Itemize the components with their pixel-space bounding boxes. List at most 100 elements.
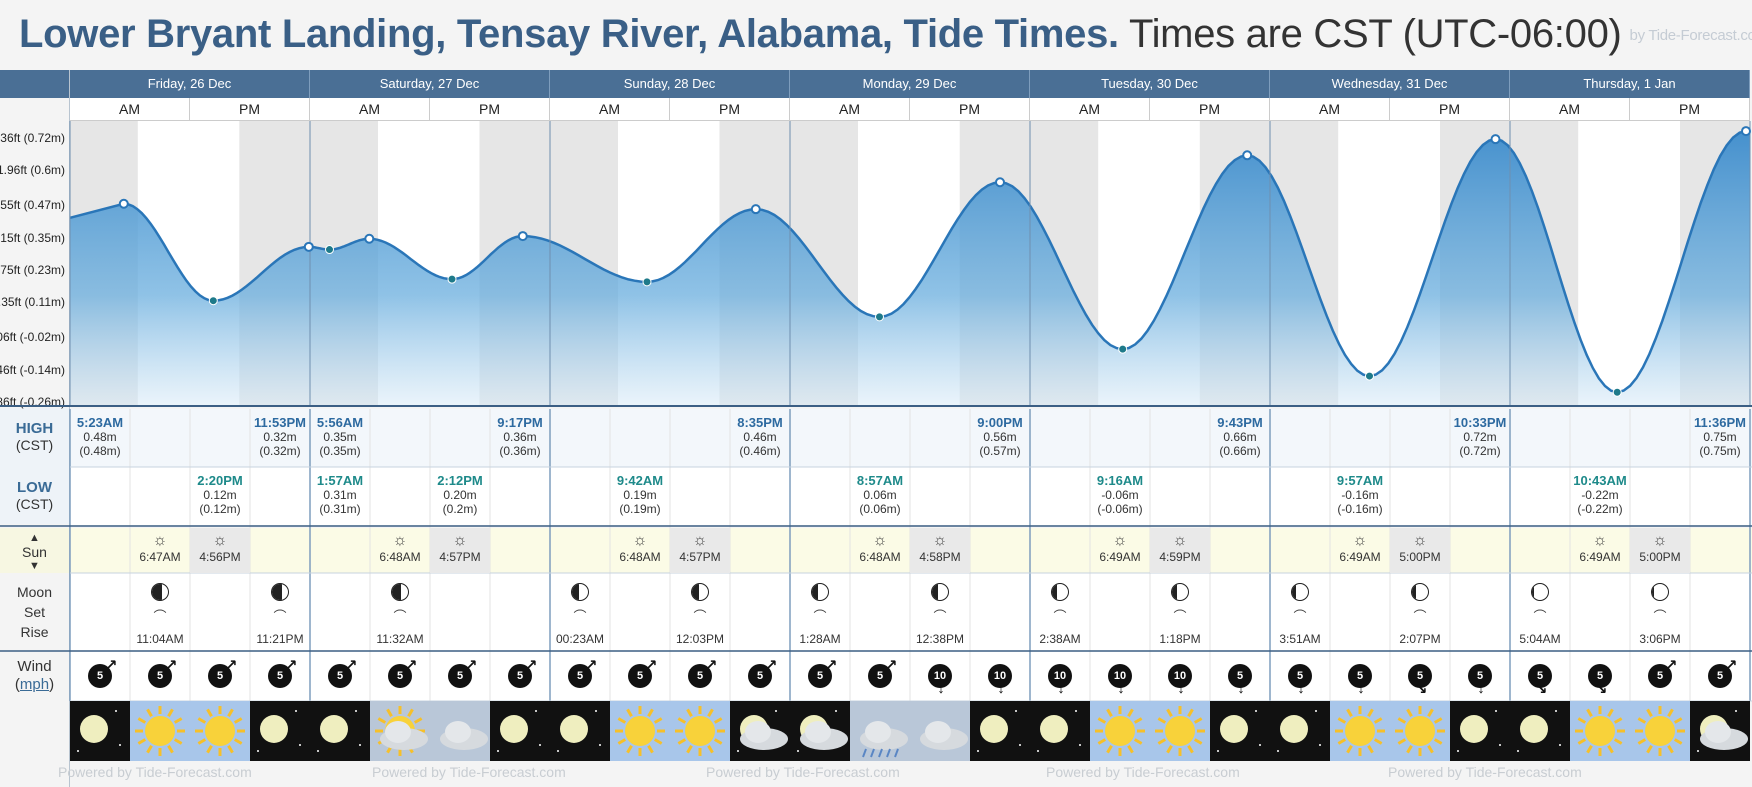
footer-credit-text: Powered by Tide-Forecast.com: [372, 764, 566, 780]
wind-direction-arrow-icon: ↗: [104, 657, 118, 674]
weather-graphic: [1155, 706, 1205, 756]
pm-label-text: PM: [1199, 101, 1220, 117]
high-tide-cell: 8:35PM 0.46m (0.46m): [730, 415, 790, 459]
moon-shade: [1172, 584, 1177, 600]
weather-graphic: [195, 706, 245, 756]
sunset-cell: ☼ 5:00PM: [1390, 532, 1450, 564]
wind-speed-icon: 10: [1168, 664, 1192, 688]
am-label-text: AM: [119, 101, 140, 117]
pm-label-text: PM: [479, 101, 500, 117]
weather-cloud-icon: [910, 701, 970, 761]
high-tide-time: 9:43PM: [1217, 415, 1263, 430]
wind-direction-arrow-icon: ↗: [164, 657, 178, 674]
wind-direction-arrow-icon: ↘: [1594, 681, 1608, 698]
high-tide-time: 9:00PM: [977, 415, 1023, 430]
wind-direction-arrow-icon: ↘: [1414, 681, 1428, 698]
low-tide-height: -0.06m: [1101, 488, 1139, 502]
y-tick-label: 0.75ft (0.23m): [0, 263, 65, 278]
high-tide-time: 5:23AM: [76, 415, 124, 430]
moon-phase-icon: [1651, 583, 1669, 601]
sunrise-icon: ☼: [872, 532, 888, 549]
high-tide-height: 0.75m: [1703, 430, 1737, 444]
moonrise-icon: ⌒: [1413, 609, 1427, 624]
weather-graphic: [797, 710, 848, 752]
low-tide-point: [447, 274, 457, 284]
weather-graphic: [1635, 706, 1685, 756]
weather-graphic: [1277, 710, 1321, 752]
wind-direction-arrow-icon: ↗: [584, 657, 598, 674]
weather-moon-icon: [970, 701, 1030, 761]
sunset-time: 4:56PM: [199, 550, 241, 564]
pm-label-text: PM: [239, 101, 260, 117]
weather-graphic: [1575, 706, 1625, 756]
wind-direction-arrow-icon: ↗: [284, 657, 298, 674]
y-tick-label: 2.36ft (0.72m): [0, 131, 65, 146]
sunset-cell-bg: [1150, 528, 1210, 573]
wind-direction-arrow-icon: ↓: [1477, 680, 1485, 697]
wind-direction-arrow-icon: ↗: [824, 657, 838, 674]
wind-row-label: Wind (mph): [14, 658, 55, 693]
high-tide-time: 8:35PM: [737, 415, 783, 430]
footer-credit-text: Powered by Tide-Forecast.com: [1046, 764, 1240, 780]
weather-moon-icon: [550, 701, 610, 761]
wind-unit-link[interactable]: mph: [19, 676, 50, 693]
moon-shade: [1412, 584, 1416, 600]
footer-credit: Powered by Tide-Forecast.com: [706, 764, 900, 780]
high-tide-height: 0.72m: [1463, 430, 1497, 444]
wind-speed-icon: 10: [1108, 664, 1132, 688]
moon-row-label: Moon Set Rise: [0, 582, 69, 642]
day-header: Saturday, 27 Dec: [310, 70, 550, 98]
sunset-time: 5:00PM: [1399, 550, 1441, 564]
sunset-time: 4:57PM: [439, 550, 481, 564]
high-tide-cell: 9:00PM 0.56m (0.57m): [970, 415, 1030, 459]
low-tide-cell: 9:16AM -0.06m (-0.06m): [1090, 474, 1150, 517]
am-label: AM: [1510, 98, 1630, 121]
high-tide-cell: 10:33PM 0.72m (0.72m): [1450, 416, 1510, 459]
high-tide-cell: 9:43PM 0.66m (0.66m): [1210, 415, 1270, 459]
low-row-label: LOW (CST): [0, 479, 69, 512]
sunset-time: 4:59PM: [1159, 550, 1201, 564]
moonrise-time: 2:07PM: [1399, 632, 1441, 646]
weather-moon-icon: [70, 701, 130, 761]
low-tide-cell: 2:12PM 0.20m (0.2m): [430, 474, 490, 517]
weather-moon-icon: [1270, 701, 1330, 761]
sunrise-cell: ☼ 6:49AM: [1330, 532, 1390, 564]
wind-direction-arrow-icon: ↗: [464, 657, 478, 674]
low-tide-height: -0.16m: [1341, 488, 1379, 502]
wind-direction-arrow-icon: ↓: [1117, 680, 1125, 697]
wind-speed-icon: 5: [628, 664, 652, 688]
wind-direction-arrow-icon: ↓: [1057, 680, 1065, 697]
am-label-text: AM: [839, 101, 860, 117]
wind-speed-icon: 5: [868, 664, 892, 688]
high-tide-point: [995, 177, 1005, 188]
wind-direction-arrow-icon: ↘: [1534, 681, 1548, 698]
moon-shade: [1052, 584, 1057, 600]
weather-graphic: [440, 721, 488, 750]
weather-graphic: [77, 710, 121, 752]
pm-label: PM: [670, 98, 790, 121]
high-tide-cell: 11:53PM 0.32m (0.32m): [250, 416, 310, 459]
moon-shade: [572, 584, 580, 600]
wind-direction-arrow-icon: ↓: [937, 680, 945, 697]
moon-phase-icon: [391, 583, 409, 601]
low-tide-point: [642, 277, 652, 287]
high-tide-height: 0.56m: [983, 430, 1017, 444]
moon-shade: [932, 584, 939, 600]
wind-direction-arrow-icon: ↗: [764, 657, 778, 674]
pm-label: PM: [1150, 98, 1270, 121]
wind-speed-icon: 5: [388, 664, 412, 688]
moonrise-icon: ⌒: [1533, 609, 1547, 624]
moon-phase-icon: [151, 583, 169, 601]
moonrise-cell: ⌒ 2:38AM: [1030, 580, 1090, 650]
sunset-cell: ☼ 4:57PM: [670, 532, 730, 564]
wind-direction-arrow-icon: ↗: [404, 657, 418, 674]
am-label-text: AM: [1319, 101, 1340, 117]
moonrise-cell: ⌒ 12:03PM: [670, 580, 730, 650]
high-tide-height-alt: (0.48m): [79, 444, 121, 458]
pm-label: PM: [910, 98, 1030, 121]
moon-rise-label: Rise: [20, 624, 49, 640]
moon-phase-icon: [1531, 583, 1549, 601]
am-label: AM: [310, 98, 430, 121]
high-tide-height: 0.46m: [743, 430, 777, 444]
low-row-bg: [70, 467, 1752, 525]
